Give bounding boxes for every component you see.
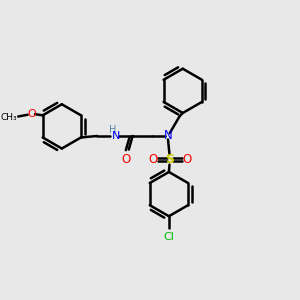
Text: O: O — [148, 153, 158, 166]
Text: N: N — [112, 131, 120, 141]
Text: S: S — [166, 153, 175, 166]
Text: Cl: Cl — [164, 232, 174, 242]
Text: O: O — [182, 153, 191, 166]
Text: O: O — [27, 109, 36, 119]
Text: H: H — [109, 125, 116, 135]
Text: O: O — [122, 153, 131, 166]
Text: N: N — [164, 129, 172, 142]
Text: CH₃: CH₃ — [1, 112, 18, 122]
